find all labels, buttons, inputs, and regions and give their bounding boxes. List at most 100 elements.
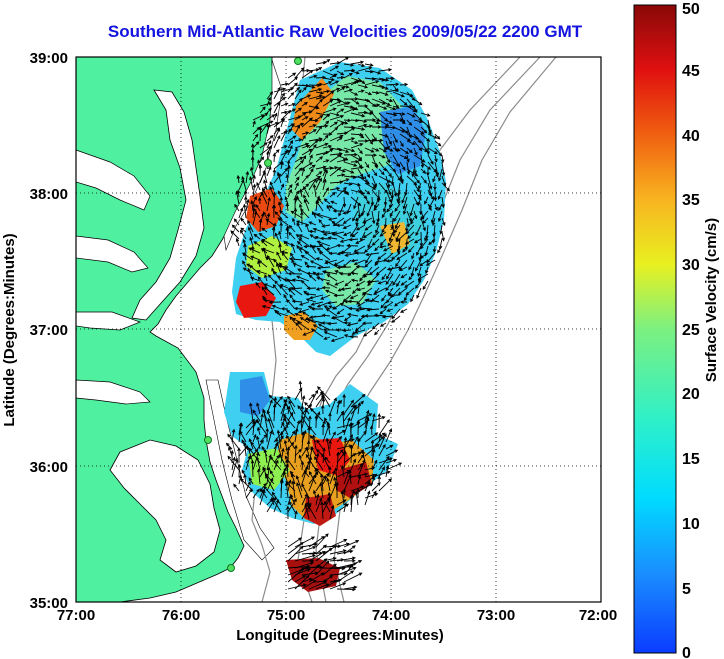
velocity-arrow xyxy=(296,482,303,499)
velocity-arrow xyxy=(316,266,331,270)
velocity-arrow xyxy=(348,237,359,242)
velocity-arrow xyxy=(350,159,360,164)
velocity-arrow xyxy=(273,135,281,149)
velocity-arrow xyxy=(294,536,315,548)
velocity-arrow xyxy=(252,419,256,436)
velocity-arrow xyxy=(317,197,324,205)
velocity-arrow xyxy=(365,298,380,303)
velocity-arrow xyxy=(301,134,306,142)
velocity-arrow xyxy=(336,70,345,76)
colorbar-tick: 40 xyxy=(682,128,700,145)
velocity-arrow xyxy=(378,433,387,450)
velocity-arrow xyxy=(350,258,359,263)
velocity-arrow xyxy=(282,413,296,429)
velocity-arrow xyxy=(316,240,331,247)
velocity-arrow xyxy=(322,113,331,121)
velocity-arrow xyxy=(357,84,369,89)
velocity-arrow xyxy=(391,315,401,323)
velocity-arrow xyxy=(329,100,342,107)
velocity-arrow xyxy=(303,186,310,198)
velocity-arrow xyxy=(327,236,338,240)
velocity-arrow xyxy=(235,190,240,205)
velocity-arrow xyxy=(298,238,310,247)
velocity-arrow xyxy=(325,289,338,296)
velocity-arrow xyxy=(257,159,261,170)
colorbar: 0 5 10 15 20 25 30 35 40 45 50 Surface V… xyxy=(633,1,720,659)
velocity-arrow xyxy=(392,273,401,286)
velocity-arrow xyxy=(339,250,352,255)
velocity-arrow xyxy=(440,154,445,164)
velocity-arrow xyxy=(343,182,353,186)
velocity-arrow xyxy=(280,160,284,170)
velocity-arrow xyxy=(350,118,360,123)
velocity-arrow xyxy=(369,425,374,436)
velocity-arrow xyxy=(362,291,373,296)
velocity-arrow xyxy=(350,404,358,422)
velocity-arrow xyxy=(406,168,419,177)
velocity-arrow xyxy=(285,174,290,184)
velocity-arrow xyxy=(294,574,310,590)
velocity-arrow xyxy=(301,68,311,73)
grid xyxy=(76,57,601,602)
velocity-arrow xyxy=(329,539,348,548)
velocity-arrow xyxy=(252,409,261,422)
velocity-arrow xyxy=(276,171,282,184)
velocity-arrow xyxy=(378,98,391,106)
velocity-arrow xyxy=(249,402,254,422)
velocity-arrow xyxy=(322,159,330,163)
velocity-arrow xyxy=(294,122,305,128)
velocity-arrow xyxy=(273,459,279,471)
radar-stations xyxy=(204,57,302,572)
velocity-arrow xyxy=(308,572,325,583)
velocity-arrow xyxy=(350,393,366,408)
velocity-arrow xyxy=(371,459,378,471)
velocity-arrow xyxy=(272,403,277,422)
velocity-arrow xyxy=(342,210,352,215)
velocity-arrow xyxy=(364,153,378,157)
velocity-arrow xyxy=(275,437,282,457)
velocity-arrow xyxy=(280,92,285,100)
velocity-arrow xyxy=(413,119,424,124)
velocity-arrow xyxy=(301,577,314,583)
plot-frame xyxy=(75,56,602,603)
velocity-arrow xyxy=(434,168,439,178)
velocity-arrow xyxy=(424,196,429,205)
velocity-arrow xyxy=(294,86,301,93)
velocity-arrow xyxy=(316,276,331,282)
velocity-arrow xyxy=(271,497,282,513)
velocity-arrow xyxy=(399,119,406,124)
velocity-arrow xyxy=(365,252,373,264)
velocity-arrow xyxy=(438,203,443,212)
velocity-arrow xyxy=(244,195,248,205)
velocity-arrow xyxy=(280,250,289,254)
velocity-arrow xyxy=(370,196,375,207)
velocity-arrow xyxy=(343,152,358,157)
velocity-arrow xyxy=(325,308,338,317)
velocity-arrow xyxy=(308,564,321,576)
velocity-arrow xyxy=(336,587,357,592)
velocity-arrow xyxy=(385,175,391,189)
velocity-arrow xyxy=(405,287,415,296)
colorbar-tick: 45 xyxy=(682,63,700,80)
velocity-arrow xyxy=(288,500,296,513)
velocity-arrow xyxy=(378,91,389,96)
velocity-arrow xyxy=(357,154,363,161)
velocity-arrow xyxy=(261,286,268,296)
velocity-arrow xyxy=(312,489,317,499)
velocity-arrow xyxy=(287,139,294,149)
station-marker xyxy=(264,159,272,167)
velocity-arrow xyxy=(308,164,316,170)
velocity-arrow xyxy=(231,457,239,478)
velocity-arrow xyxy=(329,582,347,590)
velocity-arrow xyxy=(324,456,331,464)
velocity-arrow xyxy=(328,412,332,421)
velocity-arrow xyxy=(284,481,289,499)
velocity-arrow xyxy=(266,91,274,100)
velocity-arrow xyxy=(357,63,366,67)
velocity-arrow xyxy=(252,195,257,205)
velocity-arrow xyxy=(304,503,310,520)
velocity-arrow xyxy=(315,66,323,72)
velocity-arrow xyxy=(336,86,346,93)
velocity-arrow xyxy=(400,273,408,279)
velocity-arrow xyxy=(242,203,247,219)
